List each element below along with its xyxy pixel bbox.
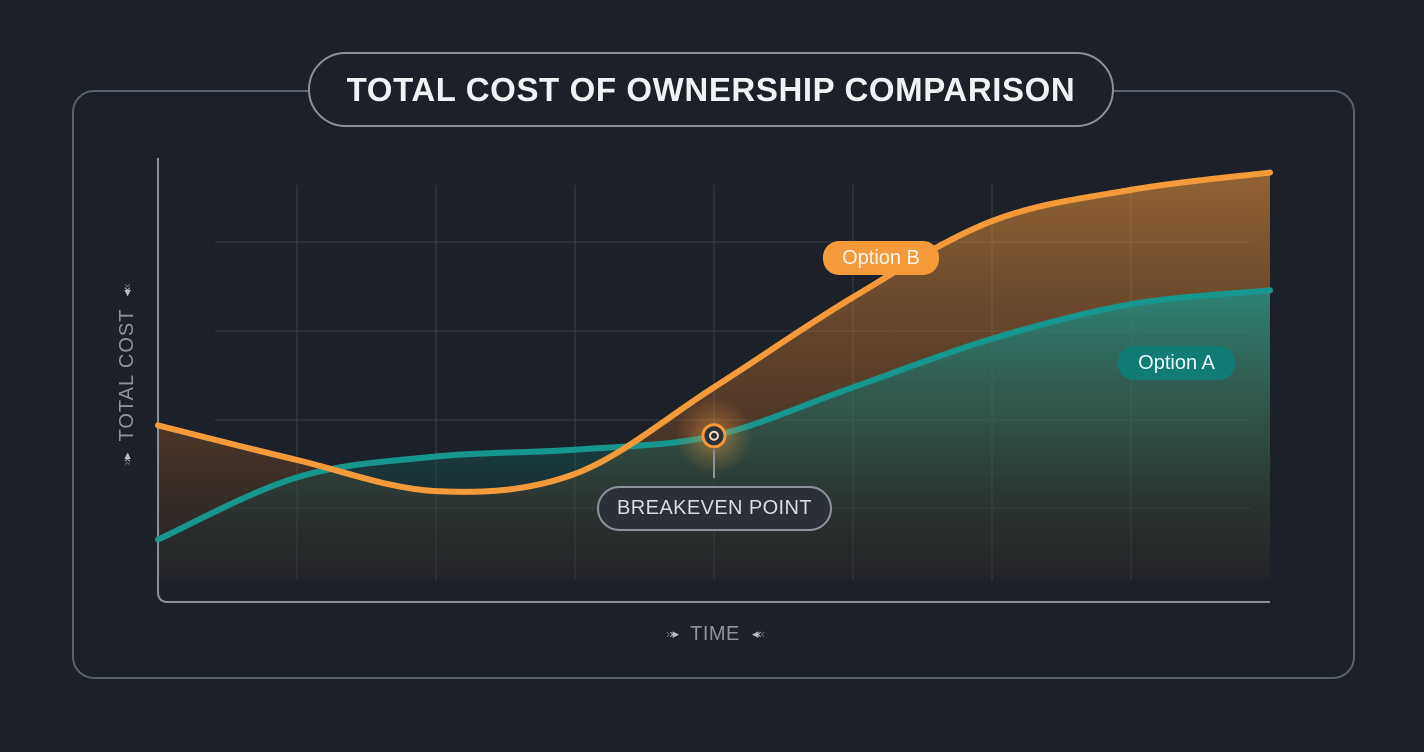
series-label-option-b: Option B (823, 241, 939, 275)
x-axis-title: TIME (690, 622, 740, 645)
y-axis-label: ››▸ TOTAL COST ◂‹‹ (114, 245, 140, 505)
breakeven-marker (676, 397, 752, 478)
axes (157, 158, 1270, 603)
breakeven-dot (709, 430, 719, 441)
chevron-left-icon: ››▸ (119, 453, 134, 466)
breakeven-callout: BREAKEVEN POINT (597, 486, 832, 531)
x-axis-label: ››▸ TIME ◂‹‹ (620, 622, 810, 646)
chevron-right-icon: ››▸ (665, 626, 679, 641)
option-b-line (155, 169, 1273, 495)
chevron-left-icon: ◂‹‹ (751, 626, 765, 641)
chart-title-pill: TOTAL COST OF OWNERSHIP COMPARISON (308, 52, 1114, 127)
option-a-area (158, 290, 1270, 578)
chart-title: TOTAL COST OF OWNERSHIP COMPARISON (346, 70, 1076, 108)
breakeven-ring (701, 423, 727, 449)
chevron-right-icon: ◂‹‹ (119, 284, 134, 297)
series-label-option-a: Option A (1118, 346, 1235, 380)
y-axis-title: TOTAL COST (115, 308, 138, 442)
